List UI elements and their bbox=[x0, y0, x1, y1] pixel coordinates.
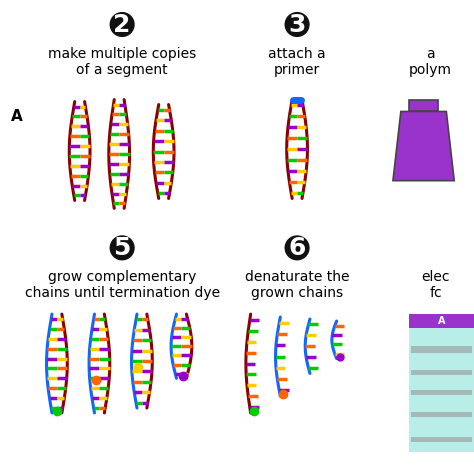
Bar bbox=[411, 390, 472, 395]
Text: 5: 5 bbox=[113, 236, 131, 260]
Text: 2: 2 bbox=[113, 12, 131, 36]
Circle shape bbox=[110, 13, 134, 36]
Circle shape bbox=[285, 236, 309, 260]
Polygon shape bbox=[409, 100, 438, 111]
Text: make multiple copies
of a segment: make multiple copies of a segment bbox=[48, 47, 196, 77]
Text: 3: 3 bbox=[288, 12, 306, 36]
Bar bbox=[411, 370, 472, 375]
Text: elec
fc: elec fc bbox=[421, 270, 450, 300]
Text: grow complementary
chains until termination dye: grow complementary chains until terminat… bbox=[25, 270, 220, 300]
Text: a
polym: a polym bbox=[409, 47, 452, 77]
Circle shape bbox=[285, 13, 309, 36]
Circle shape bbox=[110, 236, 134, 260]
Bar bbox=[409, 314, 474, 453]
Bar bbox=[411, 412, 472, 417]
Bar bbox=[411, 346, 472, 353]
Text: denaturate the
grown chains: denaturate the grown chains bbox=[245, 270, 349, 300]
Polygon shape bbox=[393, 111, 454, 181]
Bar bbox=[409, 314, 474, 328]
Text: 6: 6 bbox=[288, 236, 306, 260]
Bar bbox=[411, 437, 472, 442]
Text: attach a
primer: attach a primer bbox=[268, 47, 326, 77]
Text: A: A bbox=[438, 316, 445, 326]
Text: A: A bbox=[10, 109, 22, 124]
